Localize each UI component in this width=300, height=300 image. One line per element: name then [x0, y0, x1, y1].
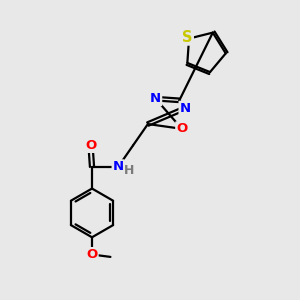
Text: N: N — [112, 160, 124, 173]
Text: S: S — [182, 30, 193, 45]
Text: O: O — [85, 139, 96, 152]
Text: O: O — [176, 122, 188, 135]
Text: O: O — [86, 248, 98, 261]
Text: H: H — [124, 164, 135, 177]
Text: N: N — [150, 92, 161, 105]
Text: N: N — [179, 102, 191, 115]
